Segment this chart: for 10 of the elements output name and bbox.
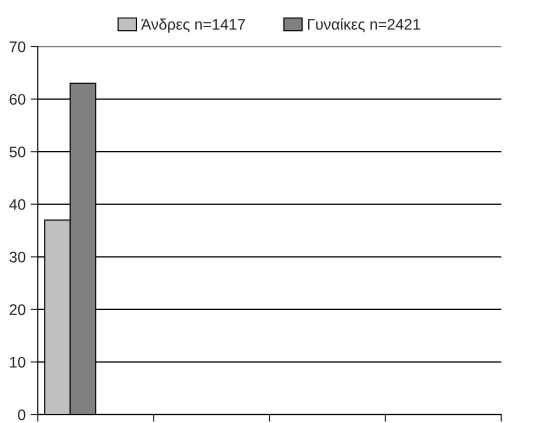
- y-tick-label: 20: [10, 304, 26, 316]
- y-tick-label: 70: [10, 41, 26, 52]
- legend-label: Γυναίκες n=2421: [308, 18, 420, 32]
- y-tick-label: 10: [10, 356, 26, 368]
- legend-label: Άνδρες n=1417: [141, 18, 245, 33]
- y-tick-label: 0: [18, 409, 26, 420]
- y-tick-label: 30: [10, 252, 26, 263]
- y-tick-label: 60: [10, 94, 26, 105]
- y-tick-label: 40: [9, 199, 26, 210]
- y-tick-label: 50: [10, 146, 26, 158]
